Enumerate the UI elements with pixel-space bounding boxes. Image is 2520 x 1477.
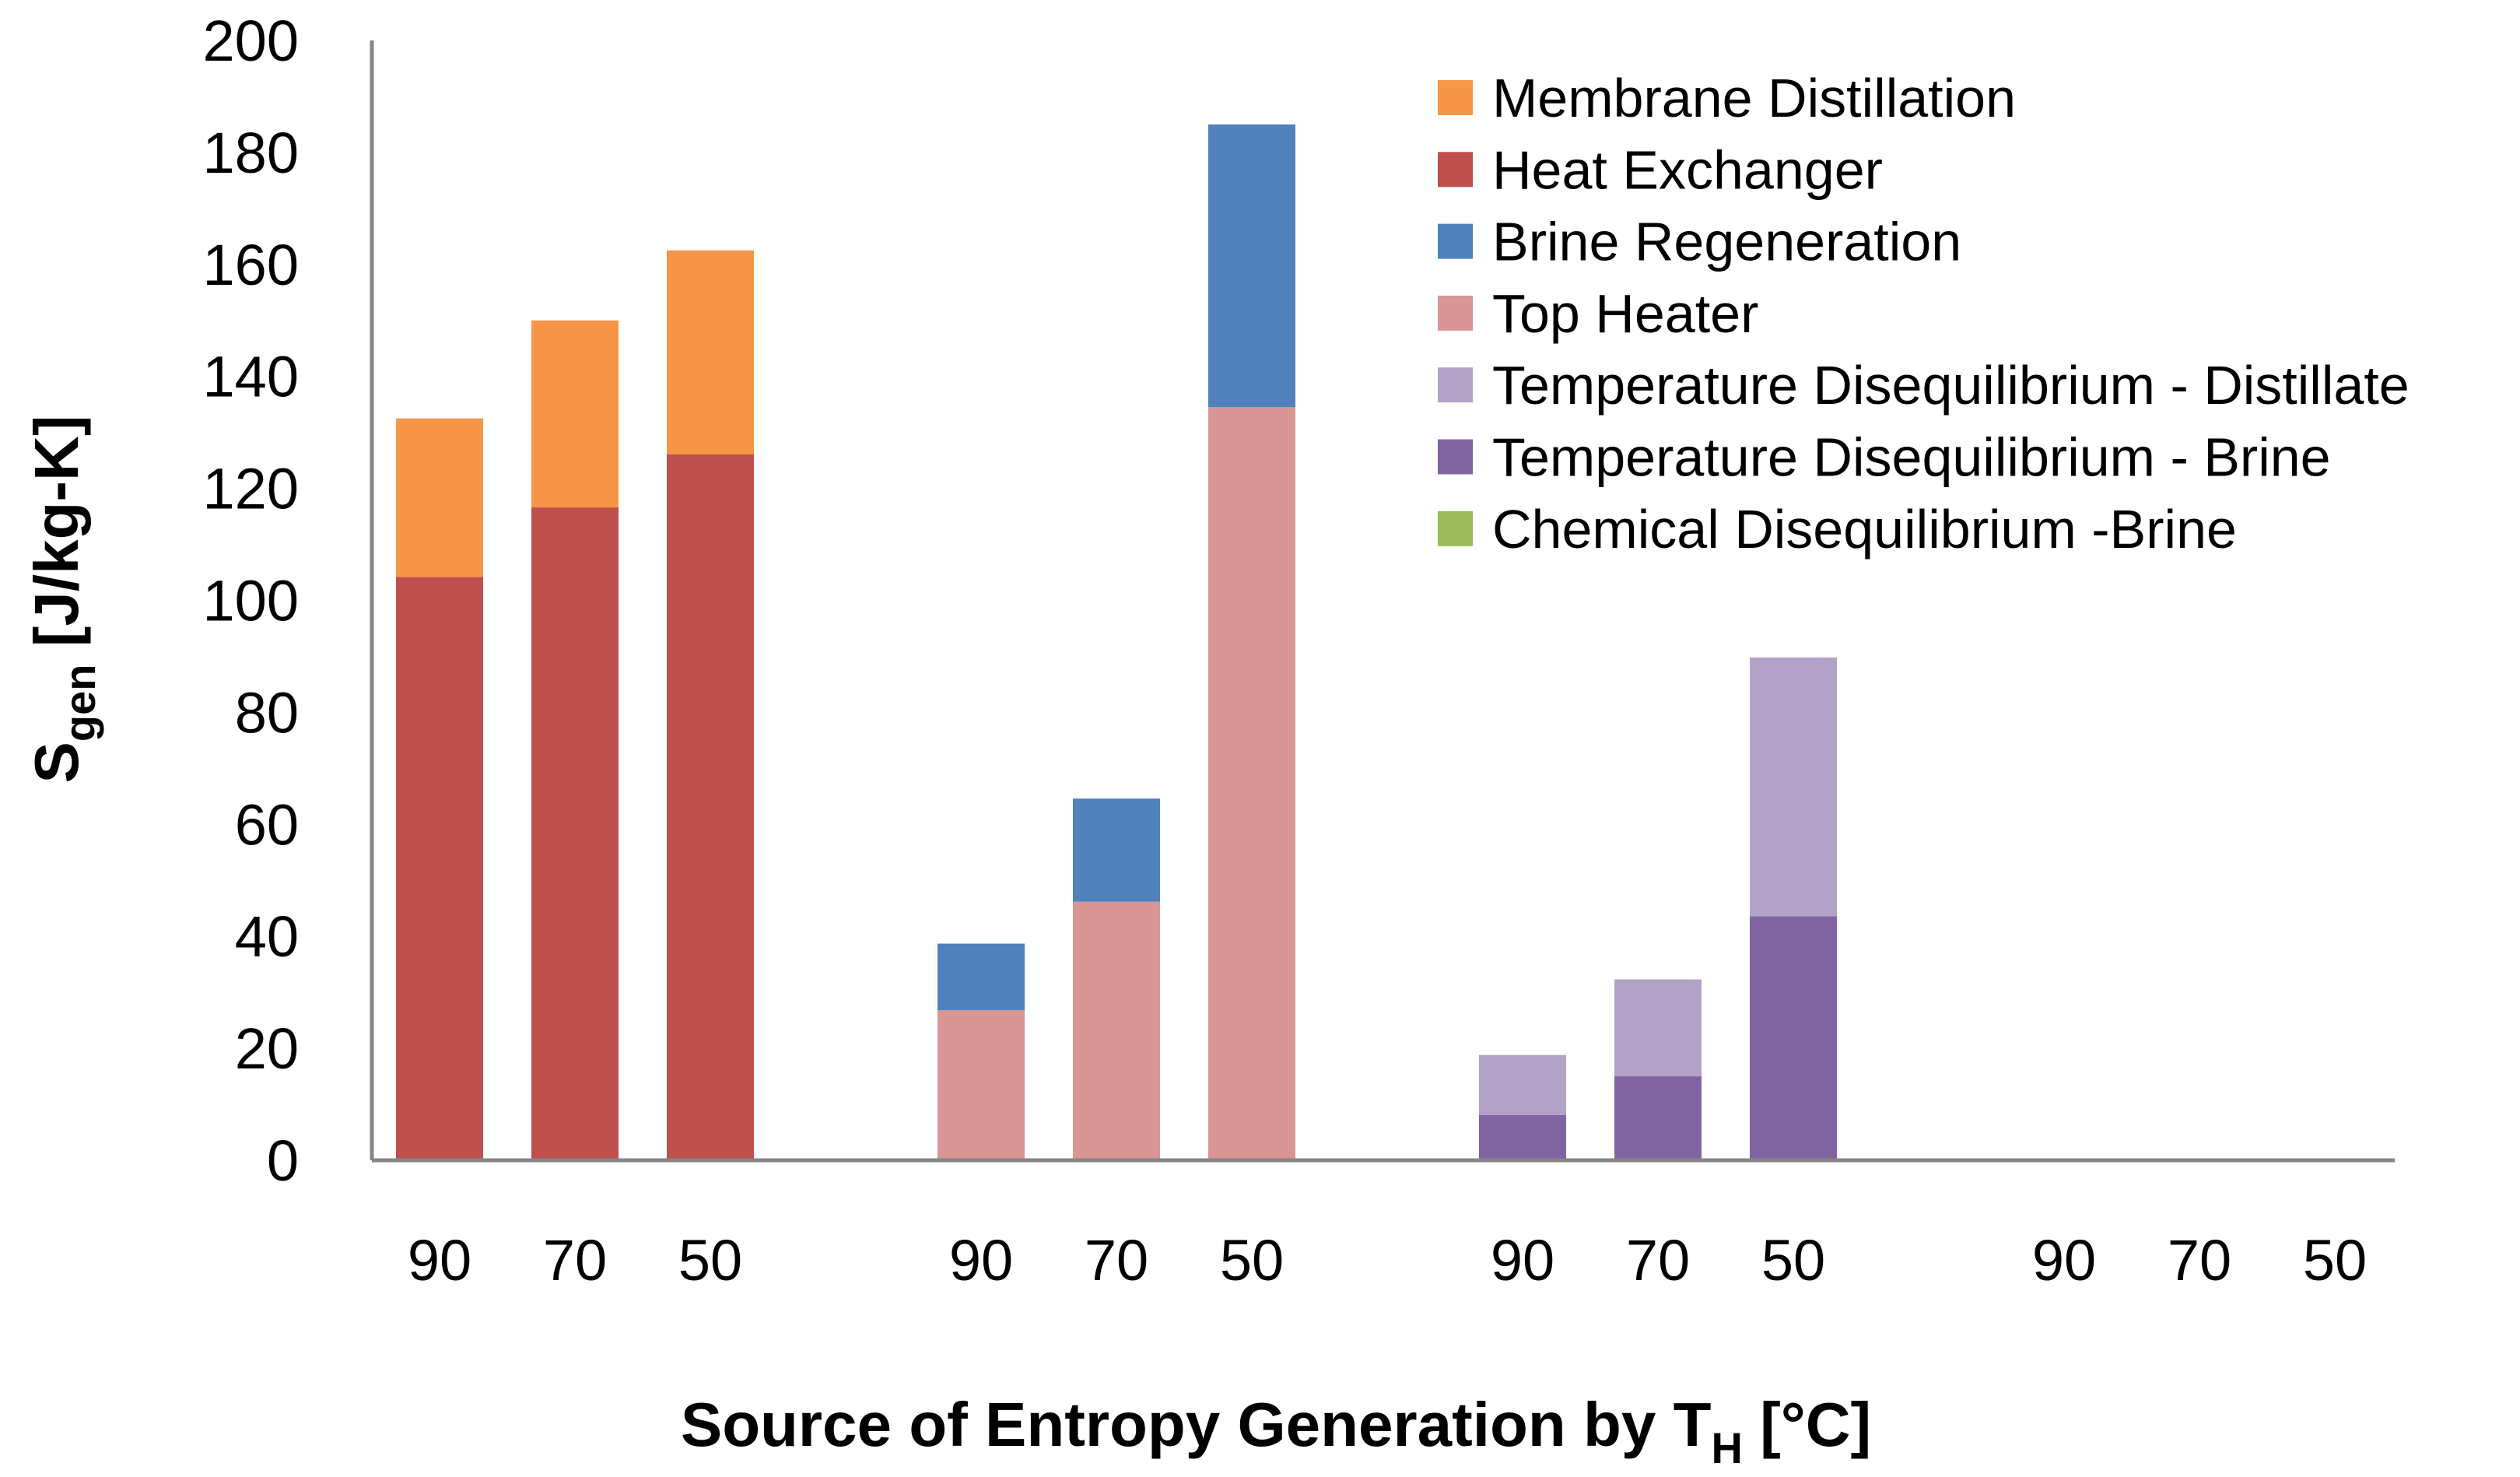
legend: Membrane Distillation Heat Exchanger Brine… — [1438, 68, 2410, 560]
legend-swatch — [1438, 367, 1473, 403]
bar-segment — [1073, 901, 1160, 1160]
bars-layer — [396, 124, 2378, 1161]
bar-segment — [396, 577, 483, 1160]
bar-segment — [1479, 1114, 1566, 1160]
x-tick-label: 90 — [1491, 1228, 1554, 1293]
bar-segment — [531, 507, 619, 1160]
y-tick-label: 40 — [235, 904, 299, 969]
bar-segment — [1614, 979, 1702, 1077]
bar-segment — [667, 454, 754, 1160]
y-tick-label: 100 — [203, 569, 299, 633]
x-ticks: 90 70 50 90 70 50 90 70 50 90 70 50 — [408, 1228, 2367, 1293]
bar-segment — [1479, 1054, 1566, 1115]
x-tick-label: 70 — [1085, 1228, 1148, 1293]
bar-segment — [396, 418, 483, 577]
x-tick-label: 50 — [2303, 1228, 2367, 1293]
legend-swatch — [1438, 510, 1473, 546]
bar-segment — [667, 250, 754, 454]
legend-swatch — [1438, 295, 1473, 331]
y-tick-label: 140 — [203, 345, 299, 409]
x-tick-label: 70 — [1626, 1228, 1690, 1293]
legend-label: Membrane Distillation — [1492, 68, 2016, 128]
bar-segment — [938, 943, 1025, 1011]
legend-label: Heat Exchanger — [1492, 139, 1883, 200]
y-tick-label: 80 — [235, 680, 299, 745]
bar-segment — [1750, 916, 1837, 1160]
x-tick-label: 90 — [408, 1228, 471, 1293]
bar-segment — [531, 320, 619, 508]
y-tick-label: 120 — [203, 457, 299, 521]
legend-label: Temperature Disequilibrium - Brine — [1492, 427, 2331, 488]
legend-swatch — [1438, 80, 1473, 115]
x-tick-label: 70 — [543, 1228, 607, 1293]
y-tick-label: 60 — [235, 792, 299, 857]
x-tick-label: 50 — [678, 1228, 742, 1293]
bar-segment — [1208, 124, 1295, 408]
bar-segment — [1614, 1076, 1702, 1160]
y-tick-label: 0 — [267, 1128, 299, 1193]
legend-label: Chemical Disequilibrium -Brine — [1492, 499, 2237, 560]
bar-segment — [938, 1010, 1025, 1160]
legend-swatch — [1438, 223, 1473, 259]
legend-label: Temperature Disequilibrium - Distillate — [1492, 355, 2410, 416]
x-tick-label: 90 — [949, 1228, 1013, 1293]
x-tick-label: 70 — [2168, 1228, 2231, 1293]
x-axis-title: Source of Entropy Generation by TH [°C] — [681, 1390, 1871, 1472]
x-tick-label: 50 — [1220, 1228, 1284, 1293]
x-tick-label: 50 — [1761, 1228, 1825, 1293]
bar-segment — [1073, 798, 1160, 902]
legend-swatch — [1438, 439, 1473, 475]
y-tick-label: 20 — [235, 1016, 299, 1081]
y-tick-label: 200 — [203, 9, 299, 73]
bar-segment — [1208, 407, 1295, 1160]
y-axis-title: Sgen [J/kg-K] — [22, 416, 104, 784]
y-tick-label: 180 — [203, 121, 299, 185]
legend-label: Brine Regeneration — [1492, 212, 1961, 272]
y-ticks: 0 20 40 60 80 100 120 140 160 180 200 — [203, 9, 299, 1193]
legend-swatch — [1438, 152, 1473, 188]
legend-label: Top Heater — [1492, 283, 1758, 344]
x-tick-label: 90 — [2032, 1228, 2096, 1293]
y-tick-label: 160 — [203, 233, 299, 297]
bar-segment — [1750, 657, 1837, 917]
